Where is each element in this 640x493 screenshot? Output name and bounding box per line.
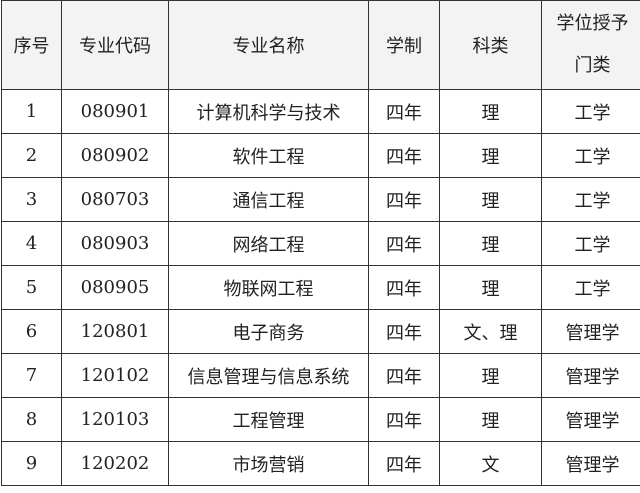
cell-code: 120801 (61, 309, 169, 354)
cell-name: 工程管理 (168, 397, 369, 442)
cell-name: 信息管理与信息系统 (168, 353, 369, 398)
cell-category: 文、理 (439, 309, 542, 354)
cell-index: 5 (1, 265, 62, 310)
cell-duration: 四年 (368, 221, 440, 266)
cell-degree: 管理学 (541, 353, 640, 398)
cell-code: 080902 (61, 133, 169, 178)
cell-code: 080703 (61, 177, 169, 222)
cell-index: 8 (1, 397, 62, 442)
header-code: 专业代码 (61, 0, 169, 90)
table-row: 7 120102 信息管理与信息系统 四年理管理学 (1, 353, 640, 398)
cell-index: 1 (1, 89, 62, 134)
cell-duration: 四年 (368, 309, 440, 354)
cell-category: 理 (439, 265, 542, 310)
cell-name: 电子商务 (168, 309, 369, 354)
table-row: 4 080903 网络工程 四年理工学 (1, 221, 640, 266)
cell-duration: 四年 (368, 441, 440, 486)
cell-code: 120202 (61, 441, 169, 486)
header-duration: 学制 (368, 0, 440, 90)
cell-degree: 工学 (541, 221, 640, 266)
header-row: 序号 专业代码 专业名称 学制 科类 学位授予门类 (1, 0, 640, 90)
table-row: 5 080905 物联网工程 四年理工学 (1, 265, 640, 310)
table-row: 6 120801 电子商务 四年 文、理 管理学 (1, 309, 640, 354)
cell-index: 6 (1, 309, 62, 354)
header-category: 科类 (439, 0, 542, 90)
cell-category: 理 (439, 133, 542, 178)
cell-code: 080903 (61, 221, 169, 266)
cell-code: 080901 (61, 89, 169, 134)
cell-name: 软件工程 (168, 133, 369, 178)
cell-index: 2 (1, 133, 62, 178)
table-row: 2 080902 软件工程 四年理工学 (1, 133, 640, 178)
table-row: 1 080901 计算机科学与技术 四年理工学 (1, 89, 640, 134)
cell-name: 通信工程 (168, 177, 369, 222)
header-degree-line1: 学位授予 (556, 13, 629, 34)
cell-category: 理 (439, 221, 542, 266)
cell-category: 理 (439, 397, 542, 442)
cell-duration: 四年 (368, 397, 440, 442)
cell-index: 3 (1, 177, 62, 222)
header-name: 专业名称 (168, 0, 369, 90)
cell-degree: 工学 (541, 89, 640, 134)
cell-category: 文 (439, 441, 542, 486)
cell-degree: 管理学 (541, 397, 640, 442)
table-row: 3 080703 通信工程 四年理工学 (1, 177, 640, 222)
cell-category: 理 (439, 353, 542, 398)
cell-duration: 四年 (368, 265, 440, 310)
cell-duration: 四年 (368, 89, 440, 134)
header-degree-line2: 门类 (574, 55, 611, 76)
cell-duration: 四年 (368, 177, 440, 222)
cell-duration: 四年 (368, 353, 440, 398)
cell-degree: 工学 (541, 133, 640, 178)
cell-degree: 工学 (541, 177, 640, 222)
cell-category: 理 (439, 177, 542, 222)
header-degree: 学位授予 门类 (541, 0, 640, 90)
cell-index: 9 (1, 441, 62, 486)
cell-name: 物联网工程 (168, 265, 369, 310)
cell-name: 市场营销 (168, 441, 369, 486)
cell-code: 120102 (61, 353, 169, 398)
cell-degree: 管理学 (541, 441, 640, 486)
cell-duration: 四年 (368, 133, 440, 178)
header-index: 序号 (1, 0, 62, 90)
cell-name: 网络工程 (168, 221, 369, 266)
cell-category: 理 (439, 89, 542, 134)
cell-index: 7 (1, 353, 62, 398)
cell-name: 计算机科学与技术 (168, 89, 369, 134)
cell-index: 4 (1, 221, 62, 266)
cell-code: 080905 (61, 265, 169, 310)
table-row: 9 120202 市场营销 四年文管理学 (1, 441, 640, 486)
cell-degree: 管理学 (541, 309, 640, 354)
cell-degree: 工学 (541, 265, 640, 310)
cell-code: 120103 (61, 397, 169, 442)
table-row: 8 120103 工程管理 四年理管理学 (1, 397, 640, 442)
